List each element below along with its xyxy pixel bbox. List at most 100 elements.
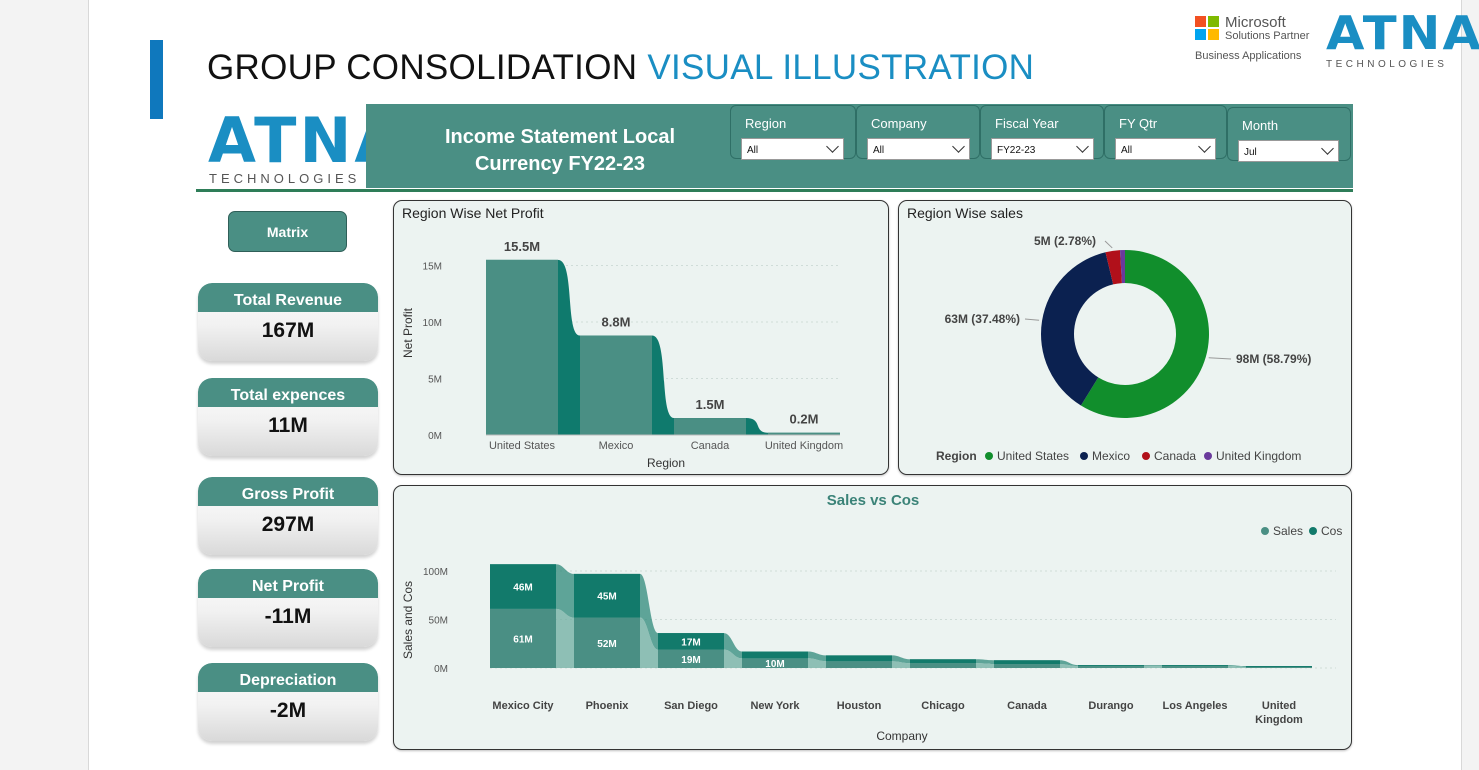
kpi-value: 167M bbox=[261, 319, 315, 342]
dashboard-logo: ATNA TECHNOLOGIES bbox=[196, 104, 402, 188]
slicer-value: All bbox=[1121, 145, 1133, 156]
slicer-value: All bbox=[873, 145, 885, 156]
region-dropdown[interactable]: All bbox=[741, 138, 844, 160]
header-divider bbox=[196, 189, 1353, 192]
sales-data-label: 61M bbox=[513, 634, 532, 645]
x-tick-label: Canada bbox=[691, 440, 730, 452]
fy-qtr-slicer[interactable]: FY Qtr All bbox=[1104, 105, 1227, 160]
net-profit-card: Region Wise Net Profit 0M 5M 10M 15M 15.5M Un… bbox=[393, 200, 889, 475]
kpi-value: -2M bbox=[269, 699, 307, 722]
fiscal-year-dropdown[interactable]: FY22-23 bbox=[991, 138, 1094, 160]
slicer-value: Jul bbox=[1244, 147, 1257, 158]
fiscal-year-slicer[interactable]: Fiscal Year FY22-23 bbox=[980, 105, 1104, 160]
cos-bar bbox=[658, 633, 724, 650]
sales-bar bbox=[826, 661, 892, 668]
kpi-net-profit: Net Profit -11M bbox=[198, 569, 378, 647]
data-label: 63M (37.48%) bbox=[945, 312, 1020, 326]
y-tick-label: 5M bbox=[428, 375, 442, 386]
cos-data-label: 45M bbox=[597, 592, 616, 603]
partner-sub: Solutions Partner bbox=[1225, 30, 1310, 42]
legend-label: United States bbox=[997, 449, 1069, 463]
matrix-button[interactable]: Matrix bbox=[228, 211, 347, 252]
y-tick-label: 100M bbox=[423, 567, 448, 578]
data-label: 5M (2.78%) bbox=[1034, 234, 1096, 248]
sales-bar bbox=[742, 658, 808, 668]
legend-label: United Kingdom bbox=[1216, 449, 1301, 463]
sales-data-label: 52M bbox=[597, 639, 616, 650]
cos-bar bbox=[1078, 665, 1144, 667]
kpi-label: Total expences bbox=[198, 378, 378, 407]
legend-label: Cos bbox=[1321, 524, 1342, 538]
cos-bar bbox=[490, 564, 556, 609]
report-title-line1: Income Statement Local bbox=[444, 126, 676, 148]
data-label: 0.2M bbox=[790, 412, 819, 427]
legend-dot bbox=[1309, 527, 1317, 535]
dashboard-header: Income Statement Local Currency FY22-23 … bbox=[366, 104, 1353, 188]
company-dropdown[interactable]: All bbox=[867, 138, 970, 160]
bar bbox=[768, 432, 840, 435]
title-main: GROUP CONSOLIDATION bbox=[207, 48, 638, 87]
data-label: 15.5M bbox=[504, 239, 540, 254]
x-tick-label: Los Angeles bbox=[1163, 700, 1228, 712]
sales-bar bbox=[910, 663, 976, 668]
kpi-value: 11M bbox=[268, 414, 308, 437]
x-tick-label: United Kingdom bbox=[765, 440, 843, 452]
x-tick-label: Phoenix bbox=[586, 700, 630, 712]
title-highlight: VISUAL ILLUSTRATION bbox=[647, 48, 1035, 87]
donut-slice bbox=[1119, 250, 1125, 284]
donut-slice bbox=[1041, 252, 1114, 406]
legend-label: Sales bbox=[1273, 524, 1303, 538]
region-sales-chart: 98M (58.79%) 63M (37.48%) 5M (2.78%) Region… bbox=[936, 234, 1311, 463]
cos-bar bbox=[1246, 666, 1312, 668]
x-tick-label: Mexico City bbox=[492, 700, 554, 712]
x-tick-label: United States bbox=[489, 440, 556, 452]
y-axis-label: Net Profit bbox=[401, 307, 415, 358]
kpi-depreciation: Depreciation -2M bbox=[198, 663, 378, 741]
donut-slice bbox=[1080, 250, 1209, 418]
report-title-line2: Currency FY22-23 bbox=[474, 153, 646, 175]
dashboard-logo-tech: TECHNOLOGIES bbox=[209, 171, 361, 186]
legend-dot bbox=[1142, 452, 1150, 460]
fy-qtr-dropdown[interactable]: All bbox=[1115, 138, 1216, 160]
report-title: Income Statement Local Currency FY22-23 bbox=[430, 124, 690, 178]
x-tick-label: Houston bbox=[837, 700, 882, 712]
chart-title: Sales vs Cos bbox=[827, 492, 920, 509]
partner-area: Business Applications bbox=[1195, 50, 1302, 62]
x-axis-label: Region bbox=[647, 456, 685, 470]
x-tick-label: New York bbox=[750, 700, 800, 712]
cos-bar bbox=[826, 655, 892, 662]
region-slicer[interactable]: Region All bbox=[730, 105, 856, 160]
cos-bar bbox=[574, 573, 640, 618]
microsoft-grid-icon bbox=[1195, 16, 1219, 40]
legend-label: Mexico bbox=[1092, 449, 1130, 463]
sales-vs-cos-chart: Sales vs Cos 0M 50M 100M 61M 46M Mexico City 52… bbox=[401, 492, 1342, 743]
kpi-total-revenue: Total Revenue 167M bbox=[198, 283, 378, 361]
company-slicer[interactable]: Company All bbox=[856, 105, 980, 160]
dashboard: ATNA TECHNOLOGIES Income Statement Local… bbox=[196, 104, 1353, 754]
cos-data-label: 17M bbox=[681, 637, 700, 648]
month-dropdown[interactable]: Jul bbox=[1238, 140, 1339, 162]
kpi-total-expences: Total expences 11M bbox=[198, 378, 378, 456]
kpi-label: Gross Profit bbox=[198, 477, 378, 506]
x-tick-label: Durango bbox=[1088, 700, 1134, 712]
month-slicer[interactable]: Month Jul bbox=[1227, 107, 1351, 162]
legend-label: Canada bbox=[1154, 449, 1196, 463]
slide-title: GROUP CONSOLIDATION VISUAL ILLUSTRATION bbox=[207, 48, 1034, 88]
y-tick-label: 50M bbox=[429, 616, 448, 627]
chevron-down-icon bbox=[826, 140, 839, 153]
chevron-down-icon bbox=[1321, 142, 1334, 155]
x-tick-label: United bbox=[1262, 700, 1296, 712]
sales-bar bbox=[574, 617, 640, 668]
sales-data-label: 10M bbox=[765, 659, 784, 670]
kpi-label: Net Profit bbox=[198, 569, 378, 598]
slicer-label: Fiscal Year bbox=[995, 116, 1059, 131]
atna-logo-word: ATNA bbox=[1326, 6, 1479, 60]
sales-bar bbox=[1078, 666, 1144, 668]
sales-bar bbox=[1162, 666, 1228, 668]
kpi-label: Total Revenue bbox=[198, 283, 378, 312]
kpi-gross-profit: Gross Profit 297M bbox=[198, 477, 378, 555]
bar bbox=[674, 418, 746, 435]
kpi-label: Depreciation bbox=[198, 663, 378, 692]
cos-bar bbox=[742, 651, 808, 659]
slicer-label: Month bbox=[1242, 118, 1279, 133]
